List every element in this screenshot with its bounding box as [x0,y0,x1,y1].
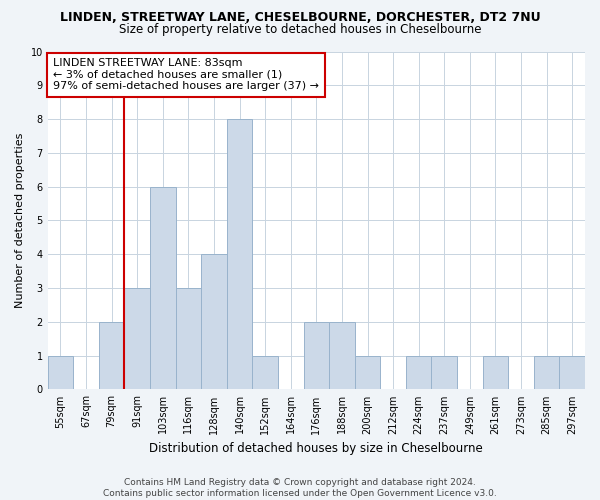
Bar [482,356,508,390]
Text: Contains HM Land Registry data © Crown copyright and database right 2024.
Contai: Contains HM Land Registry data © Crown c… [103,478,497,498]
Bar [304,322,329,390]
Bar [124,288,150,390]
Bar [176,288,201,390]
Text: LINDEN STREETWAY LANE: 83sqm
← 3% of detached houses are smaller (1)
97% of semi: LINDEN STREETWAY LANE: 83sqm ← 3% of det… [53,58,319,92]
Bar [559,356,585,390]
Text: LINDEN, STREETWAY LANE, CHESELBOURNE, DORCHESTER, DT2 7NU: LINDEN, STREETWAY LANE, CHESELBOURNE, DO… [59,11,541,24]
Bar [150,186,176,390]
Bar [227,119,253,390]
Bar [253,356,278,390]
Bar [47,356,73,390]
Bar [329,322,355,390]
Bar [406,356,431,390]
Text: Size of property relative to detached houses in Cheselbourne: Size of property relative to detached ho… [119,22,481,36]
Bar [534,356,559,390]
Bar [355,356,380,390]
Y-axis label: Number of detached properties: Number of detached properties [15,133,25,308]
Bar [99,322,124,390]
Bar [431,356,457,390]
X-axis label: Distribution of detached houses by size in Cheselbourne: Distribution of detached houses by size … [149,442,483,455]
Bar [201,254,227,390]
